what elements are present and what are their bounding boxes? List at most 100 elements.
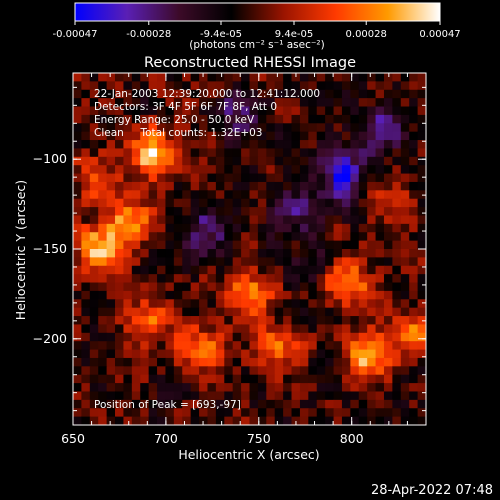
heatmap-cell <box>140 173 150 183</box>
heatmap-cell <box>316 73 326 82</box>
heatmap-cell <box>157 232 167 242</box>
heatmap-cell <box>257 173 267 183</box>
heatmap-cell <box>367 282 377 292</box>
heatmap-cell <box>224 198 234 208</box>
heatmap-cell <box>148 349 158 359</box>
heatmap-cell <box>157 156 167 166</box>
heatmap-cell <box>241 257 251 267</box>
heatmap-cell <box>274 357 284 367</box>
heatmap-cell <box>249 98 259 108</box>
heatmap-cell <box>367 408 377 418</box>
heatmap-cell <box>224 148 234 158</box>
heatmap-cell <box>333 357 343 367</box>
heatmap-cell <box>190 307 200 317</box>
heatmap-cell <box>367 307 377 317</box>
heatmap-cell <box>140 399 150 409</box>
heatmap-cell <box>140 366 150 376</box>
heatmap-cell <box>190 374 200 384</box>
heatmap-cell <box>215 73 225 82</box>
heatmap-cell <box>308 232 318 242</box>
heatmap-cell <box>417 156 426 166</box>
heatmap-cell <box>375 299 385 309</box>
heatmap-cell <box>325 290 335 300</box>
heatmap-cell <box>165 349 175 359</box>
heatmap-cell <box>316 140 326 150</box>
heatmap-cell <box>131 198 141 208</box>
heatmap-cell <box>241 383 251 393</box>
heatmap-cell <box>299 232 309 242</box>
heatmap-cell <box>207 332 217 342</box>
heatmap-cell <box>417 173 426 183</box>
heatmap-cell <box>316 383 326 393</box>
heatmap-cell <box>190 399 200 409</box>
heatmap-cell <box>367 148 377 158</box>
heatmap-cell <box>266 383 276 393</box>
heatmap-cell <box>157 249 167 258</box>
heatmap-cell <box>308 316 318 326</box>
heatmap-cell <box>375 249 385 258</box>
heatmap-cell <box>283 332 293 342</box>
heatmap-cell <box>123 98 133 108</box>
heatmap-cell <box>392 316 402 326</box>
heatmap-cell <box>131 114 141 124</box>
heatmap-cell <box>409 165 419 175</box>
heatmap-cell <box>224 316 234 326</box>
heatmap-cell <box>215 148 225 158</box>
heatmap-cell <box>140 140 150 150</box>
heatmap-cell <box>215 223 225 233</box>
heatmap-cell <box>81 383 91 393</box>
heatmap-cell <box>417 249 426 258</box>
heatmap-cell <box>341 366 351 376</box>
heatmap-cell <box>409 232 419 242</box>
heatmap-cell <box>325 198 335 208</box>
heatmap-cell <box>274 207 284 217</box>
heatmap-cell <box>81 215 91 225</box>
heatmap-cell <box>73 207 82 217</box>
heatmap-cell <box>274 257 284 267</box>
heatmap-cell <box>140 198 150 208</box>
heatmap-cell <box>232 332 242 342</box>
heatmap-cell <box>400 307 410 317</box>
heatmap-cell <box>224 332 234 342</box>
heatmap-cell <box>257 316 267 326</box>
heatmap-cell <box>140 232 150 242</box>
heatmap-cell <box>350 232 360 242</box>
heatmap-cell <box>417 316 426 326</box>
heatmap-cell <box>89 383 99 393</box>
heatmap-cell <box>207 140 217 150</box>
heatmap-cell <box>232 215 242 225</box>
heatmap-cell <box>325 324 335 334</box>
heatmap-cell <box>115 198 125 208</box>
heatmap-cell <box>392 98 402 108</box>
heatmap-cell <box>182 290 192 300</box>
heatmap-cell <box>81 198 91 208</box>
heatmap-cell <box>199 181 209 191</box>
heatmap-cell <box>215 366 225 376</box>
heatmap-cell <box>98 114 108 124</box>
heatmap-cell <box>182 282 192 292</box>
heatmap-cell <box>173 131 183 141</box>
heatmap-cell <box>190 257 200 267</box>
heatmap-cell <box>274 307 284 317</box>
heatmap-cell <box>224 391 234 401</box>
heatmap-cell <box>81 374 91 384</box>
heatmap-cell <box>299 341 309 351</box>
heatmap-cell <box>157 416 167 425</box>
heatmap-cell <box>350 383 360 393</box>
heatmap-cell <box>409 408 419 418</box>
heatmap-cell <box>375 156 385 166</box>
heatmap-cell <box>232 198 242 208</box>
heatmap-cell <box>308 257 318 267</box>
heatmap-cell <box>140 265 150 275</box>
heatmap-cell <box>140 106 150 116</box>
axis-ticks: 650 700 750 800−100−150−200 <box>33 73 427 446</box>
heatmap-cell <box>241 249 251 258</box>
heatmap-cell <box>215 357 225 367</box>
heatmap-cell <box>392 73 402 82</box>
heatmap-cell <box>131 98 141 108</box>
heatmap-cell <box>148 215 158 225</box>
heatmap-cell <box>316 98 326 108</box>
heatmap-cell <box>89 131 99 141</box>
heatmap-cell <box>232 383 242 393</box>
heatmap-cell <box>383 207 393 217</box>
